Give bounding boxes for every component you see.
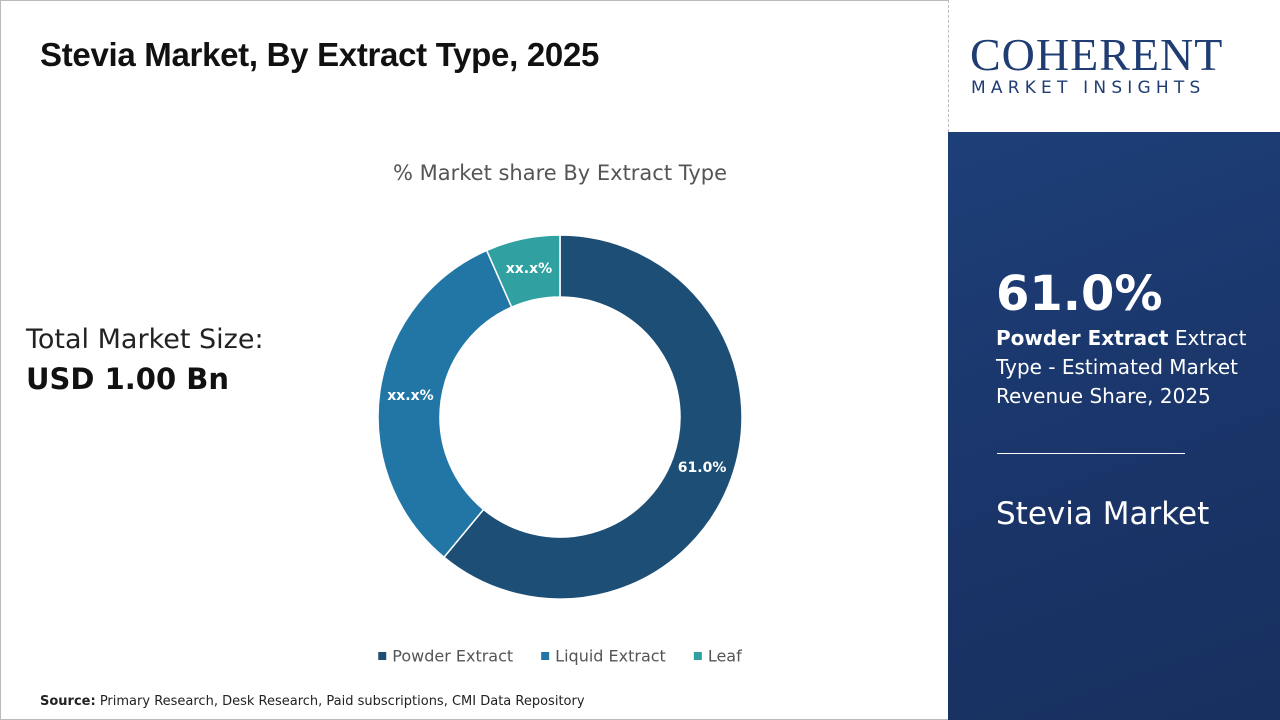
logo-tagline: MARKET INSIGHTS xyxy=(971,78,1206,98)
source-label: Source: xyxy=(40,694,96,709)
highlight-value: 61.0% xyxy=(996,266,1163,322)
legend-swatch xyxy=(693,652,702,660)
highlight-market: Stevia Market xyxy=(996,496,1210,532)
data-label: 61.0% xyxy=(678,460,727,476)
page-title: Stevia Market, By Extract Type, 2025 xyxy=(40,36,600,73)
donut-slice xyxy=(442,234,743,600)
legend-label: Liquid Extract xyxy=(555,647,666,666)
logo-name: COHERENT xyxy=(970,29,1224,80)
logo-area xyxy=(948,0,1280,132)
legend-label: Powder Extract xyxy=(392,647,513,666)
data-label: xx.x% xyxy=(387,388,433,404)
legend-label: Leaf xyxy=(708,647,742,666)
chart: % Market share By Extract Type 61.0% xx.x… xyxy=(377,161,743,666)
source-text: Primary Research, Desk Research, Paid su… xyxy=(95,694,585,709)
market-size-value: USD 1.00 Bn xyxy=(26,362,229,396)
donut-slice xyxy=(485,234,561,309)
data-label: xx.x% xyxy=(506,261,552,277)
market-size-label: Total Market Size: xyxy=(26,324,264,355)
side-panel xyxy=(948,132,1280,720)
chart-title: % Market share By Extract Type xyxy=(393,161,727,185)
highlight-segment: Powder Extract xyxy=(996,326,1169,350)
source: Source: Primary Research, Desk Research,… xyxy=(40,694,585,709)
donut-slice xyxy=(377,249,513,559)
legend-swatch xyxy=(541,652,550,660)
highlight-text: Powder Extract Extract Type - Estimated … xyxy=(996,324,1256,411)
legend-swatch xyxy=(378,652,387,660)
divider xyxy=(997,453,1185,454)
highlight-desc: Extract Type - Estimated Market Revenue … xyxy=(996,326,1247,408)
